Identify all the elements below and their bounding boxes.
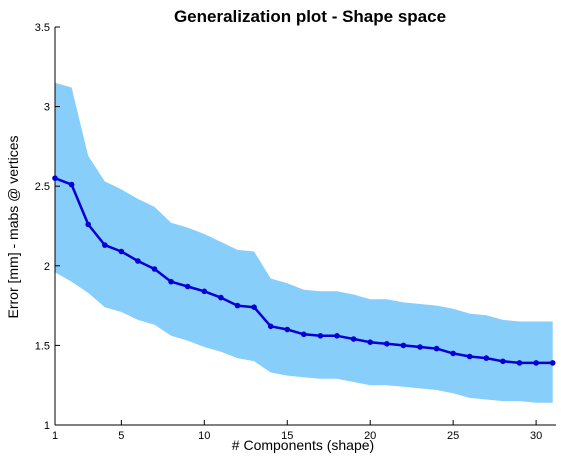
data-point [184,283,191,290]
data-point [52,175,58,181]
y-tick-label: 1 [44,420,50,432]
data-point [516,360,523,366]
data-point [466,353,473,360]
data-point [549,360,556,366]
data-point [135,258,141,264]
data-point [218,294,224,301]
data-point [151,266,158,272]
data-point [367,339,374,346]
data-point [350,336,357,342]
data-point [85,221,91,228]
x-tick-label: 10 [198,430,210,442]
y-tick-label: 2 [44,261,50,273]
data-point [267,323,274,330]
x-tick-label: 1 [52,430,58,442]
data-point [400,342,407,349]
x-tick-label: 5 [118,430,124,442]
data-point [301,331,307,338]
y-axis-title: Error [mm] - mabs @ vertices [5,135,21,318]
data-point [417,344,423,350]
data-point [533,360,539,366]
data-point [118,248,125,255]
y-tick-label: 3.5 [35,22,50,34]
data-point [201,288,208,295]
y-tick-label: 2.5 [35,181,50,193]
data-point [102,242,108,248]
x-tick-label: 15 [281,430,293,442]
data-point [450,350,456,357]
error-band [55,82,553,403]
data-point [317,333,324,339]
y-tick-label: 3 [44,102,50,114]
x-tick-label: 30 [530,430,542,442]
data-point [168,278,174,285]
x-axis-title: # Components (shape) [232,437,374,453]
y-tick-label: 1.5 [35,340,50,352]
data-point [500,358,506,365]
data-point [251,304,257,311]
data-point [334,333,340,339]
x-tick-label: 20 [364,430,376,442]
data-point [433,345,440,352]
x-tick-label: 25 [447,430,459,442]
data-point [234,302,241,309]
data-point [483,355,490,361]
chart-title: Generalization plot - Shape space [174,7,446,26]
data-point [284,326,291,333]
data-point [384,341,390,347]
data-point [68,181,75,188]
